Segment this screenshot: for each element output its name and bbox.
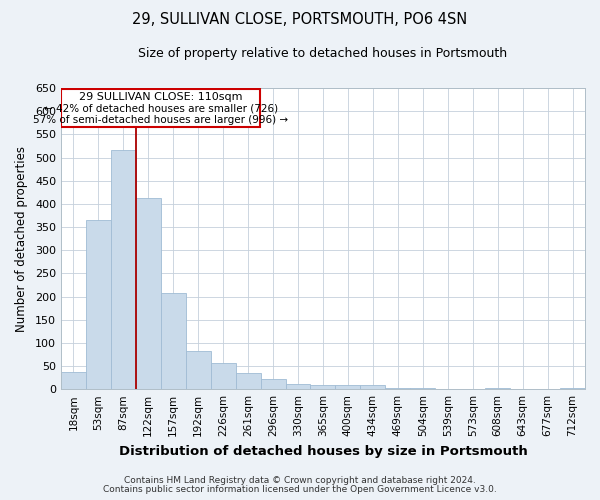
Y-axis label: Number of detached properties: Number of detached properties: [15, 146, 28, 332]
Bar: [310, 386, 335, 389]
Text: ← 42% of detached houses are smaller (726): ← 42% of detached houses are smaller (72…: [44, 103, 278, 113]
Bar: [161, 294, 186, 389]
Bar: [186, 350, 211, 389]
Title: Size of property relative to detached houses in Portsmouth: Size of property relative to detached ho…: [139, 48, 508, 60]
Bar: [286, 384, 310, 389]
Text: 29 SULLIVAN CLOSE: 110sqm: 29 SULLIVAN CLOSE: 110sqm: [79, 92, 242, 102]
Text: Contains HM Land Registry data © Crown copyright and database right 2024.: Contains HM Land Registry data © Crown c…: [124, 476, 476, 485]
Text: Contains public sector information licensed under the Open Government Licence v3: Contains public sector information licen…: [103, 485, 497, 494]
Bar: [61, 372, 86, 389]
Bar: [236, 372, 260, 389]
Bar: [61, 89, 260, 128]
Bar: [485, 388, 510, 389]
Bar: [385, 388, 410, 389]
Bar: [211, 363, 236, 389]
Bar: [111, 150, 136, 389]
Bar: [335, 385, 361, 389]
Bar: [260, 378, 286, 389]
Bar: [560, 388, 585, 389]
Bar: [361, 386, 385, 389]
Text: 57% of semi-detached houses are larger (996) →: 57% of semi-detached houses are larger (…: [33, 114, 289, 124]
Bar: [410, 388, 435, 389]
X-axis label: Distribution of detached houses by size in Portsmouth: Distribution of detached houses by size …: [119, 444, 527, 458]
Text: 29, SULLIVAN CLOSE, PORTSMOUTH, PO6 4SN: 29, SULLIVAN CLOSE, PORTSMOUTH, PO6 4SN: [133, 12, 467, 28]
Bar: [136, 198, 161, 389]
Bar: [86, 220, 111, 389]
